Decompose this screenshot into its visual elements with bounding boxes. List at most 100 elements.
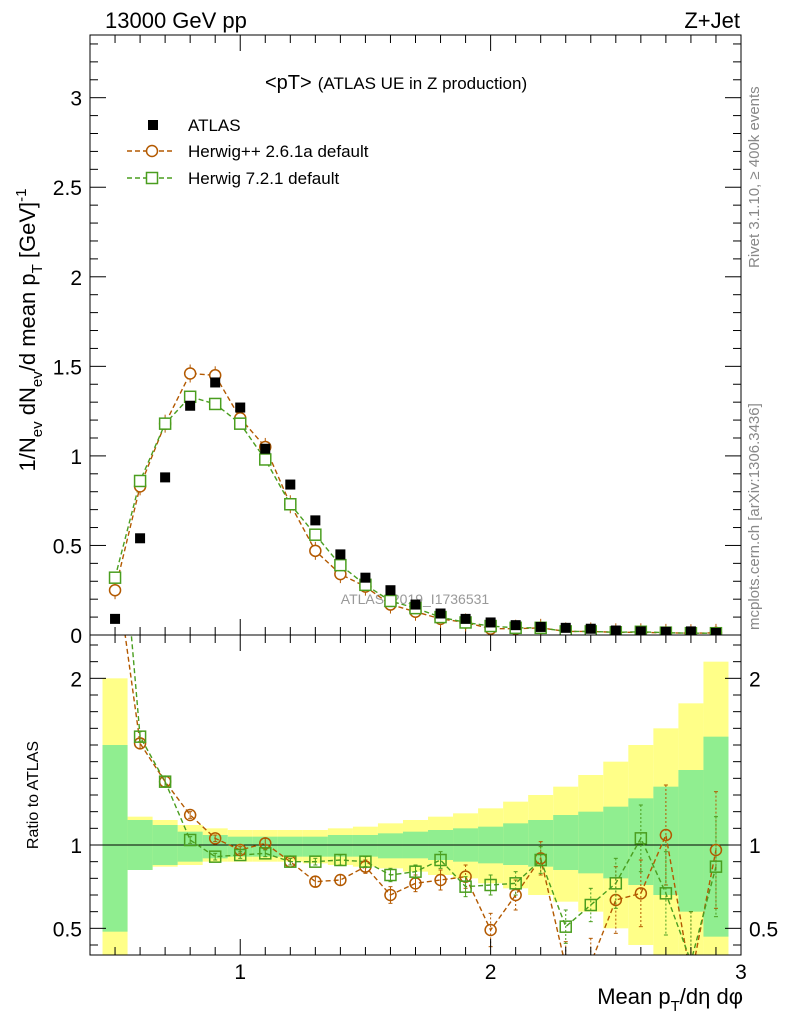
atlas-point bbox=[710, 627, 721, 635]
chart-title: <pT> (ATLAS UE in Z production) bbox=[265, 72, 527, 94]
ratio-herwig7-point bbox=[459, 880, 472, 893]
ratio-herwigpp-point bbox=[183, 808, 197, 822]
atlas-point bbox=[560, 622, 571, 633]
ratio-y-tick-label-right: 1 bbox=[749, 835, 761, 858]
herwig7-point bbox=[133, 474, 147, 488]
ratio-herwig7-point bbox=[309, 855, 322, 868]
y-tick-label: 2.5 bbox=[53, 177, 82, 200]
herwigpp-point bbox=[309, 544, 322, 558]
ratio-herwig7-point bbox=[484, 878, 497, 892]
chart-title-sub: (ATLAS UE in Z production) bbox=[318, 74, 527, 93]
y-axis-label-part: [GeV] bbox=[15, 202, 40, 264]
ratio-herwigpp-point bbox=[384, 888, 397, 902]
ratio-y-tick-label-right: 0.5 bbox=[749, 918, 778, 941]
herwig7-point bbox=[183, 390, 197, 404]
ratio-herwig7-point bbox=[659, 887, 673, 900]
y-axis-label-part: /d mean p bbox=[15, 273, 40, 371]
x-axis-label-part: Mean p bbox=[597, 984, 670, 1009]
legend-marker-atlas bbox=[148, 120, 158, 130]
header-left: 13000 GeV pp bbox=[105, 8, 247, 33]
y-tick-label: 1.5 bbox=[53, 356, 82, 379]
x-axis-label: Mean pT/dη dφ bbox=[597, 984, 743, 1015]
herwig7-point bbox=[334, 558, 347, 572]
ratio-y-tick-label-left: 0.5 bbox=[53, 918, 82, 941]
herwig7-point bbox=[108, 571, 122, 584]
mcplots-note: mcplots.cern.ch [arXiv:1306.3436] bbox=[746, 403, 763, 630]
y-axis-label: 1/Nev dNev/d mean pT [GeV]-1 bbox=[13, 189, 46, 472]
main-panel: 0 0.5 1 1.5 2 2.5 3 <pT> (ATLAS UE in Z producti… bbox=[13, 34, 742, 648]
band-inner bbox=[277, 836, 303, 857]
y-tick-label: 2 bbox=[70, 267, 82, 290]
y-tick-label: 0 bbox=[70, 625, 82, 648]
ratio-herwigpp-point bbox=[560, 961, 571, 972]
herwig7-point bbox=[208, 397, 222, 411]
ratio-herwig7-point bbox=[609, 877, 623, 890]
ratio-herwig7-point bbox=[559, 920, 572, 933]
band-inner bbox=[503, 823, 529, 865]
legend: ATLAS Herwig++ 2.6.1a default Herwig 7.2.1… bbox=[127, 116, 369, 188]
ratio-y-tick-label-left: 1 bbox=[70, 835, 82, 858]
atlas-point bbox=[210, 377, 221, 388]
ratio-y-tick-label-right: 2 bbox=[749, 668, 761, 691]
band-inner bbox=[327, 835, 353, 857]
ratio-herwig7-point bbox=[359, 855, 372, 868]
atlas-point bbox=[460, 613, 471, 624]
y-axis-label-part: ev bbox=[29, 421, 46, 437]
herwigpp-point bbox=[108, 583, 122, 597]
y-axis-label-part: dN bbox=[15, 387, 40, 421]
atlas-point bbox=[685, 626, 696, 635]
atlas-point bbox=[610, 625, 621, 635]
y-axis-label-part: ev bbox=[29, 371, 46, 387]
herwigpp-point bbox=[183, 367, 197, 380]
atlas-point bbox=[410, 599, 421, 610]
atlas-point bbox=[635, 626, 646, 635]
band-inner bbox=[377, 833, 403, 859]
ratio-herwig7-point bbox=[133, 730, 147, 743]
atlas-point bbox=[260, 443, 271, 454]
ratio-clip-group bbox=[90, 635, 741, 972]
band-inner bbox=[578, 811, 604, 874]
atlas-point bbox=[135, 533, 146, 544]
ratio-herwig7-point bbox=[259, 847, 272, 860]
atlas-point bbox=[485, 617, 496, 628]
ratio-herwigpp-point bbox=[334, 873, 347, 887]
atlas-point bbox=[235, 402, 246, 413]
x-tick-label: 2 bbox=[485, 961, 497, 984]
atlas-point bbox=[510, 620, 521, 631]
atlas-point bbox=[310, 515, 321, 526]
band-inner bbox=[678, 770, 704, 912]
herwig7-point bbox=[158, 417, 172, 430]
ratio-y-tick-label-left: 2 bbox=[70, 668, 82, 691]
band-inner bbox=[302, 836, 328, 857]
y-axis-label-part: T bbox=[29, 264, 46, 273]
ratio-herwig7-point bbox=[534, 853, 547, 867]
ratio-herwig7-point bbox=[384, 868, 397, 882]
legend-label: Herwig++ 2.6.1a default bbox=[188, 142, 369, 161]
header-right: Z+Jet bbox=[684, 8, 740, 33]
legend-label: Herwig 7.2.1 default bbox=[188, 169, 339, 188]
legend-label: ATLAS bbox=[188, 116, 241, 135]
atlas-point bbox=[535, 621, 546, 632]
ratio-herwig7-point bbox=[409, 865, 422, 878]
ratio-herwig7-point bbox=[334, 853, 347, 867]
rivet-note: Rivet 3.1.10, ≥ 400k events bbox=[746, 86, 763, 268]
atlas-point bbox=[385, 585, 396, 596]
atlas-point bbox=[360, 572, 371, 583]
ratio-herwigpp-point bbox=[434, 873, 447, 887]
atlas-point bbox=[285, 479, 296, 490]
atlas-point bbox=[160, 472, 171, 483]
y-axis-label-part: 1/N bbox=[15, 437, 40, 471]
ratio-herwigpp-point bbox=[259, 837, 272, 850]
atlas-point bbox=[660, 626, 671, 635]
ratio-herwig7-point bbox=[158, 775, 172, 788]
y-tick-label: 1 bbox=[70, 446, 82, 469]
band-inner bbox=[102, 745, 128, 932]
atlas-point bbox=[335, 549, 346, 560]
x-tick-label: 1 bbox=[234, 961, 246, 984]
ratio-panel: 0.5 0.5 1 1 2 2 1 2 3 Ratio to ATLAS Mean pT/dη dφ bbox=[25, 634, 778, 1015]
ratio-herwigpp-point bbox=[585, 958, 596, 969]
y-tick-label: 0.5 bbox=[53, 535, 82, 558]
ratio-y-axis-label: Ratio to ATLAS bbox=[25, 741, 42, 849]
legend-marker-herwig7 bbox=[145, 171, 159, 185]
ratio-herwig7-point bbox=[634, 832, 648, 845]
